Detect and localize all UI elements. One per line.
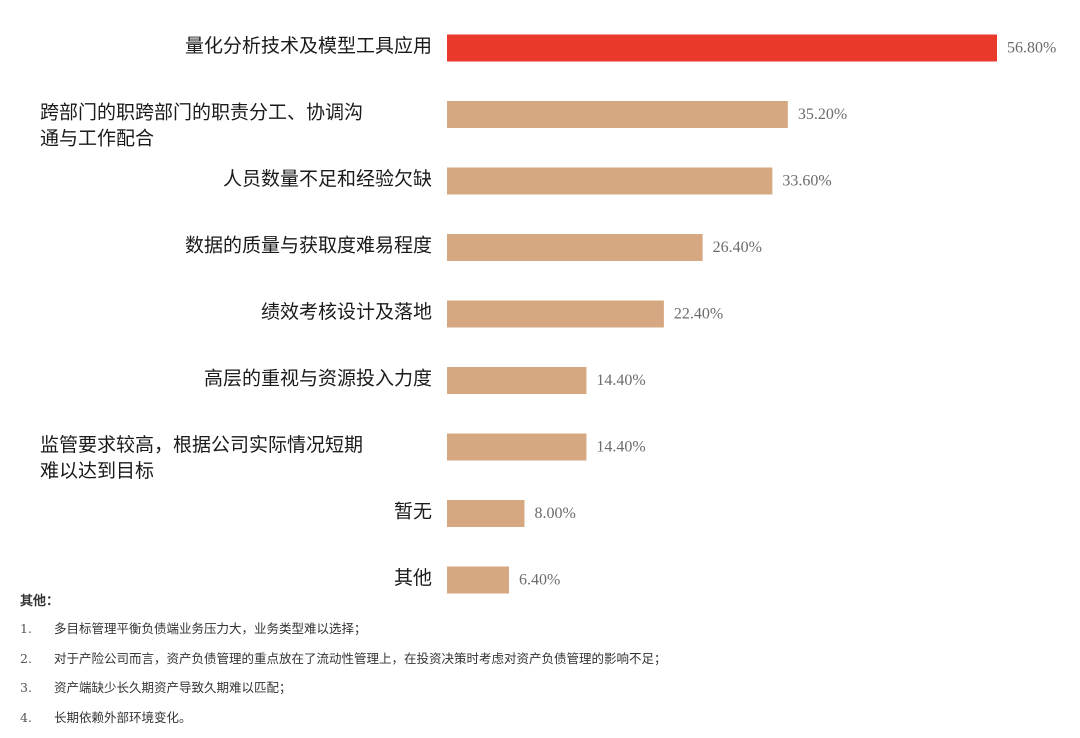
bar-0 <box>447 34 997 62</box>
note-number: 2. <box>20 650 32 666</box>
note-number: 3. <box>20 680 32 695</box>
note-text: 资产端缺少长久期资产导致久期难以匹配； <box>54 680 292 695</box>
value-label-3: 26.40% <box>713 239 762 256</box>
value-label-5: 14.40% <box>596 372 645 389</box>
category-label-1-line-1: 通与工作配合 <box>40 128 154 150</box>
bar-chart: 56.80% 量化分析技术及模型工具应用 35.20% 跨部门的职跨部门的职责分工、协… <box>40 34 1056 594</box>
category-label-6-line-0: 监管要求较高，根据公司实际情况短期 <box>40 434 363 456</box>
value-label-0: 56.80% <box>1007 40 1056 57</box>
note-item: 1. 多目标管理平衡负债端业务压力大，业务类型难以选择； <box>20 619 1060 649</box>
bar-1 <box>447 101 788 128</box>
note-item: 2. 对于产险公司而言，资产负债管理的重点放在了流动性管理上，在投资决策时考虑对… <box>20 649 1060 679</box>
bar-4 <box>447 300 664 328</box>
category-label-7: 暂无 <box>394 501 432 523</box>
bar-5 <box>447 367 587 394</box>
value-label-1: 35.20% <box>798 106 847 123</box>
bar-6 <box>447 433 587 461</box>
value-label-8: 6.40% <box>519 572 560 589</box>
notes-list: 1. 多目标管理平衡负债端业务压力大，业务类型难以选择； 2. 对于产险公司而言… <box>20 619 1060 737</box>
bar-8 <box>447 566 509 594</box>
category-label-5: 高层的重视与资源投入力度 <box>204 368 432 390</box>
note-item: 3. 资产端缺少长久期资产导致久期难以匹配； <box>20 678 1060 708</box>
notes-title: 其他： <box>20 594 60 609</box>
category-label-4: 绩效考核设计及落地 <box>261 301 432 323</box>
note-text: 对于产险公司而言，资产负债管理的重点放在了流动性管理上，在投资决策时考虑对资产负… <box>54 650 667 666</box>
note-text: 多目标管理平衡负债端业务压力大，业务类型难以选择； <box>54 621 367 636</box>
value-label-4: 22.40% <box>674 306 723 323</box>
value-label-6: 14.40% <box>596 439 645 456</box>
note-item: 4. 长期依赖外部环境变化。 <box>20 708 1060 738</box>
category-label-0: 量化分析技术及模型工具应用 <box>185 35 432 57</box>
category-label-1-line-0: 跨部门的职跨部门的职责分工、协调沟 <box>40 102 363 124</box>
note-number: 4. <box>20 709 32 725</box>
bar-7 <box>447 500 525 527</box>
category-label-2: 人员数量不足和经验欠缺 <box>223 168 432 190</box>
category-label-8: 其他 <box>394 567 432 589</box>
note-number: 1. <box>20 621 32 636</box>
category-label-6-line-1: 难以达到目标 <box>40 460 154 482</box>
value-label-7: 8.00% <box>534 505 575 522</box>
notes-section: 其他： 1. 多目标管理平衡负债端业务压力大，业务类型难以选择； 2. 对于产险… <box>20 590 1060 737</box>
note-text: 长期依赖外部环境变化。 <box>54 709 192 725</box>
value-label-2: 33.60% <box>782 173 831 190</box>
bar-3 <box>447 234 703 261</box>
category-label-3: 数据的质量与获取度难易程度 <box>185 235 432 257</box>
bar-2 <box>447 167 773 195</box>
